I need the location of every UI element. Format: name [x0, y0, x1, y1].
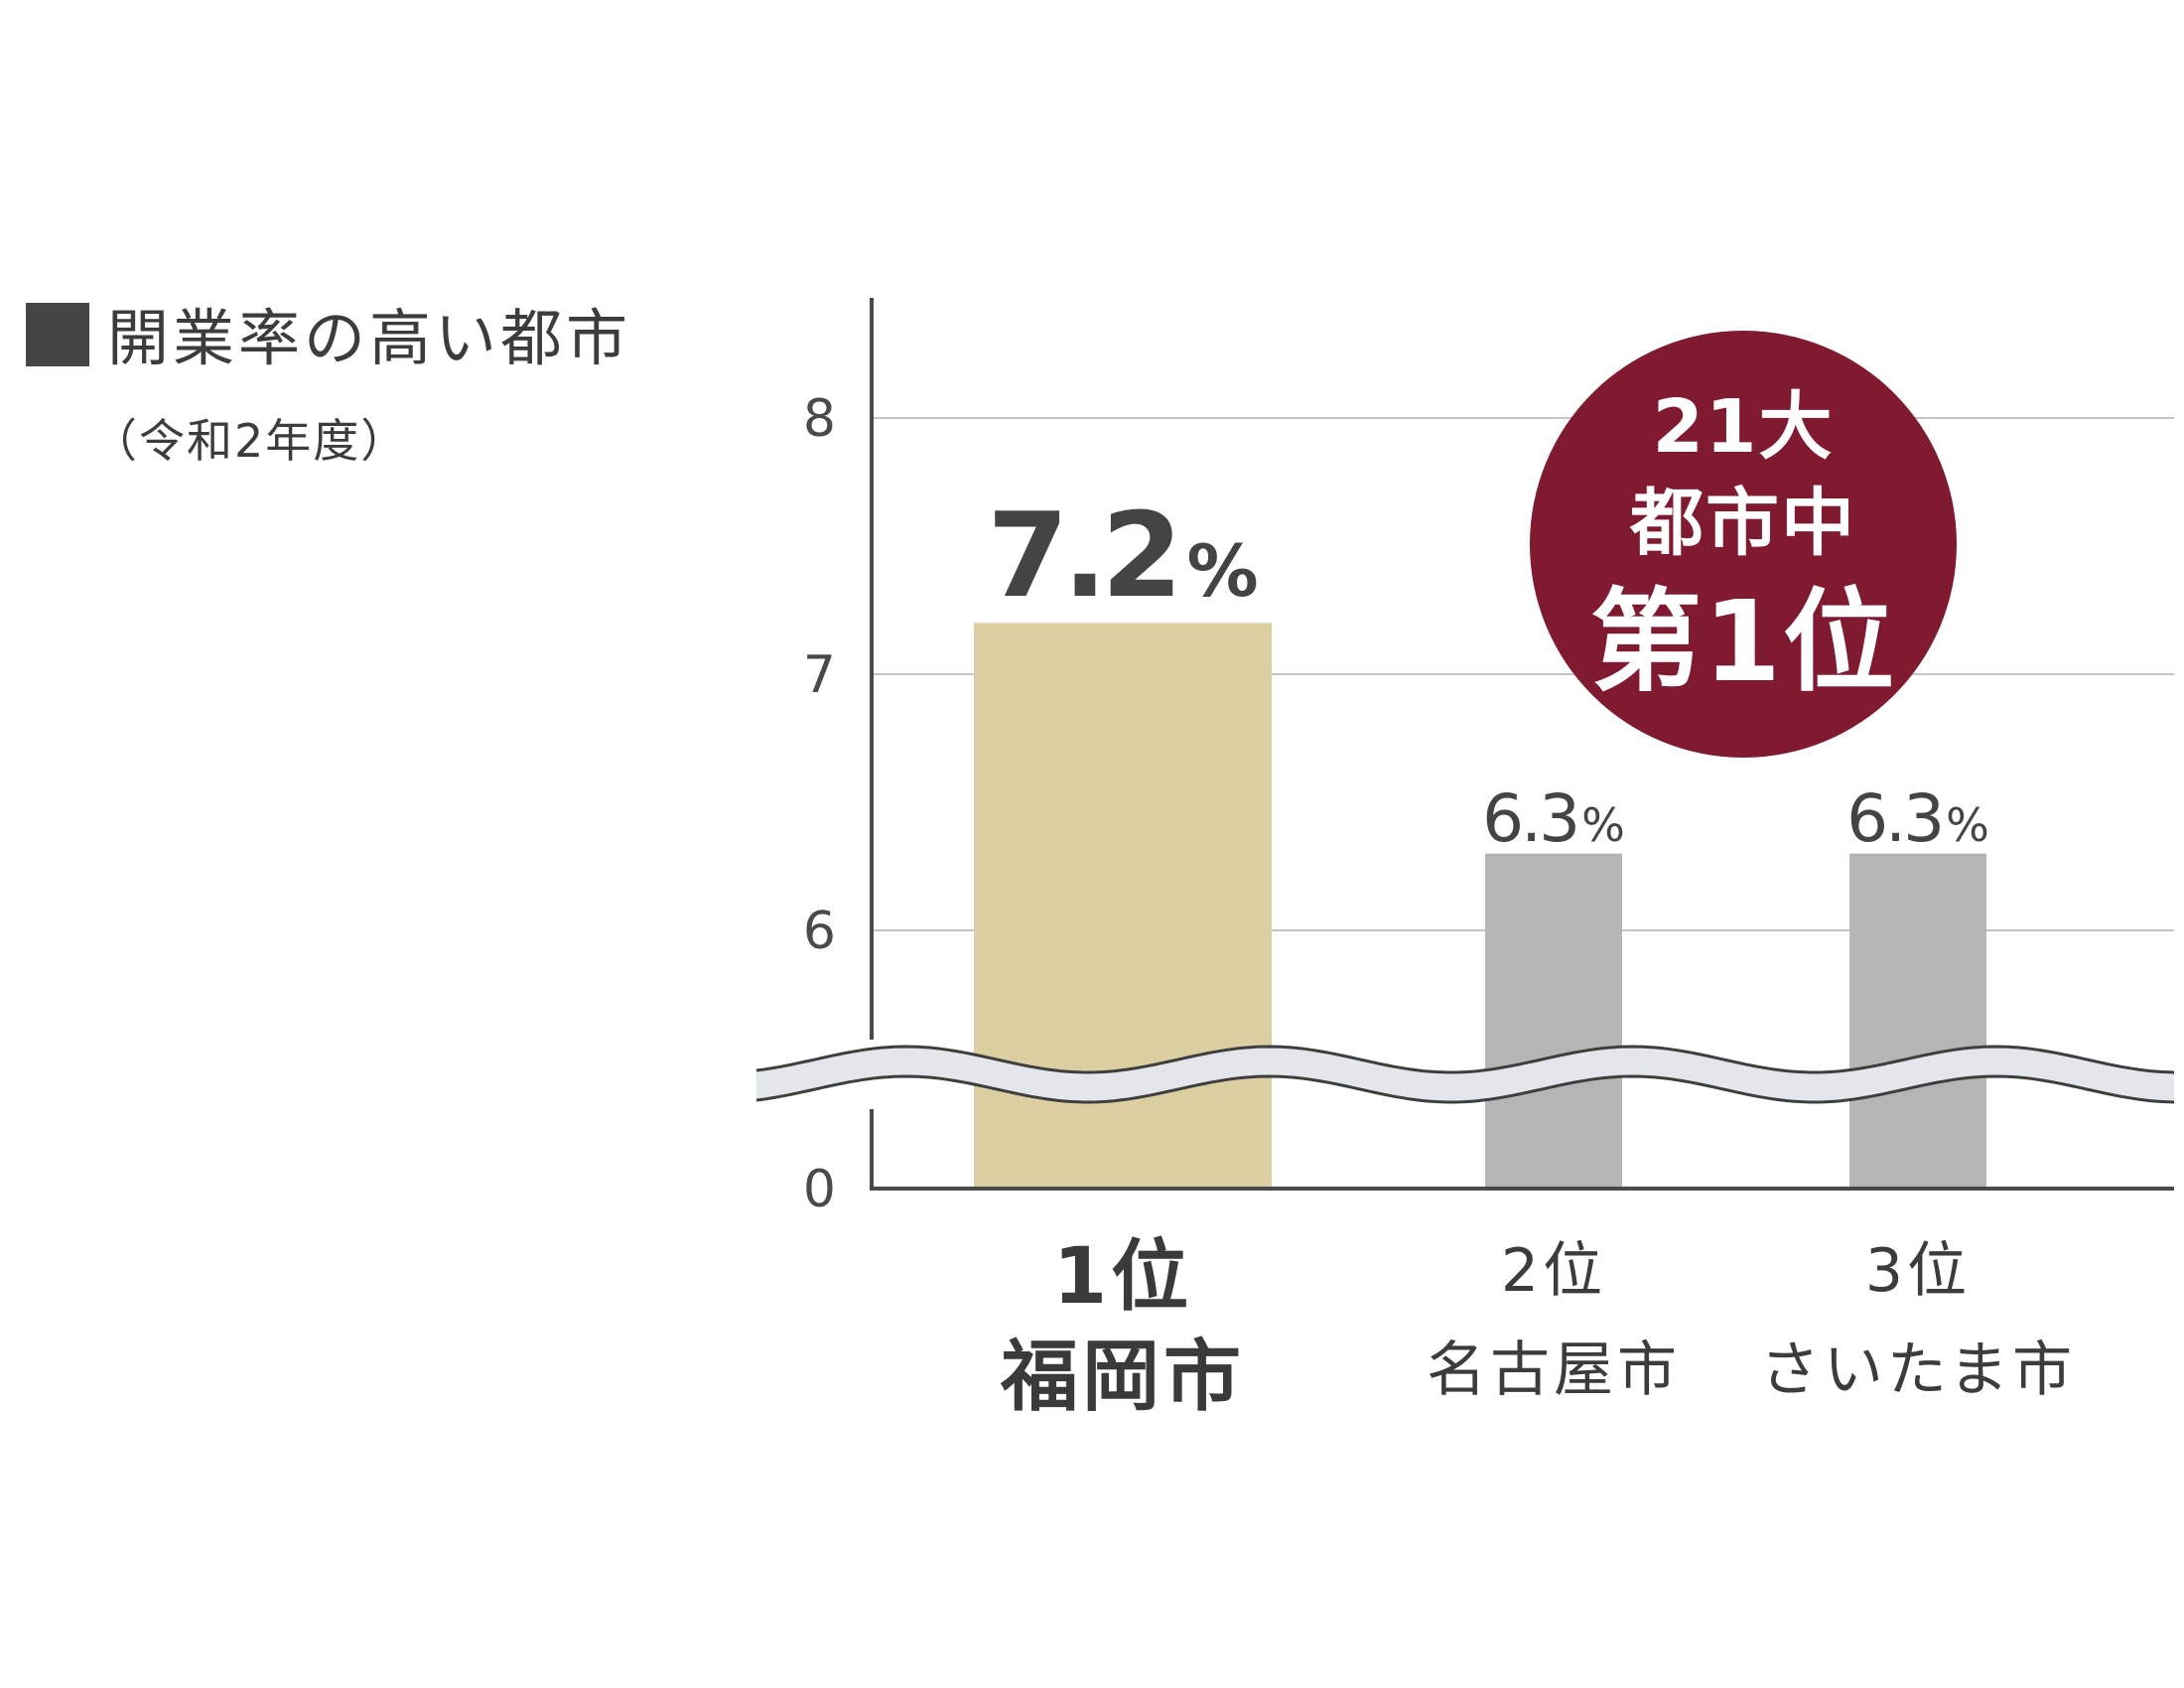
badge-line-3: 第1位 — [1590, 578, 1896, 707]
value-label-1: 7.2% — [987, 487, 1258, 624]
badge-line-2: 都市中 — [1629, 481, 1856, 566]
bar-2 — [1485, 853, 1622, 1189]
value-unit-2: % — [1581, 798, 1625, 852]
category-name-3: さいたま市 — [1760, 1336, 2076, 1405]
bar-1 — [974, 623, 1272, 1189]
break-edge-top — [755, 1045, 2175, 1074]
badge-circle — [1530, 331, 1957, 758]
value-label-3: 6.3% — [1846, 780, 1989, 857]
category-name-2: 名古屋市 — [1427, 1336, 1681, 1405]
category-rank-1: 1位 — [1053, 1232, 1192, 1322]
bar-3 — [1849, 853, 1986, 1189]
title-square-icon — [26, 303, 89, 366]
category-rank-2: 2位 — [1501, 1236, 1606, 1306]
break-band — [756, 1047, 2174, 1102]
axis-break — [755, 1045, 2175, 1104]
y-tick-6: 6 — [803, 902, 836, 961]
badge-line-1: 21大 — [1653, 384, 1835, 470]
rank-badge: 21大 都市中 第1位 — [1530, 331, 1957, 758]
value-number-2: 6.3 — [1482, 780, 1577, 857]
category-name-1: 福岡市 — [1000, 1333, 1245, 1422]
chart-subtitle: （令和2年度） — [91, 414, 408, 468]
value-labels: 7.2 %6.3% 6.3% — [987, 487, 1988, 857]
value-unit-1: % — [1186, 529, 1258, 613]
value-unit-3: % — [1946, 798, 1989, 852]
chart-title: 開業率の高い都市 — [107, 302, 631, 374]
y-tick-7: 7 — [803, 645, 836, 705]
break-edge-bottom — [755, 1074, 2175, 1104]
value-number-1: 7.2 — [987, 487, 1176, 624]
axes — [870, 298, 2174, 1191]
value-number-3: 6.3 — [1846, 780, 1942, 857]
value-label-2: 6.3% — [1482, 780, 1625, 857]
y-tick-0: 0 — [803, 1160, 836, 1219]
category-rank-3: 3位 — [1865, 1236, 1971, 1306]
y-tick-8: 8 — [803, 389, 836, 449]
y-tick-labels: 0 6 7 8 — [803, 389, 836, 1219]
